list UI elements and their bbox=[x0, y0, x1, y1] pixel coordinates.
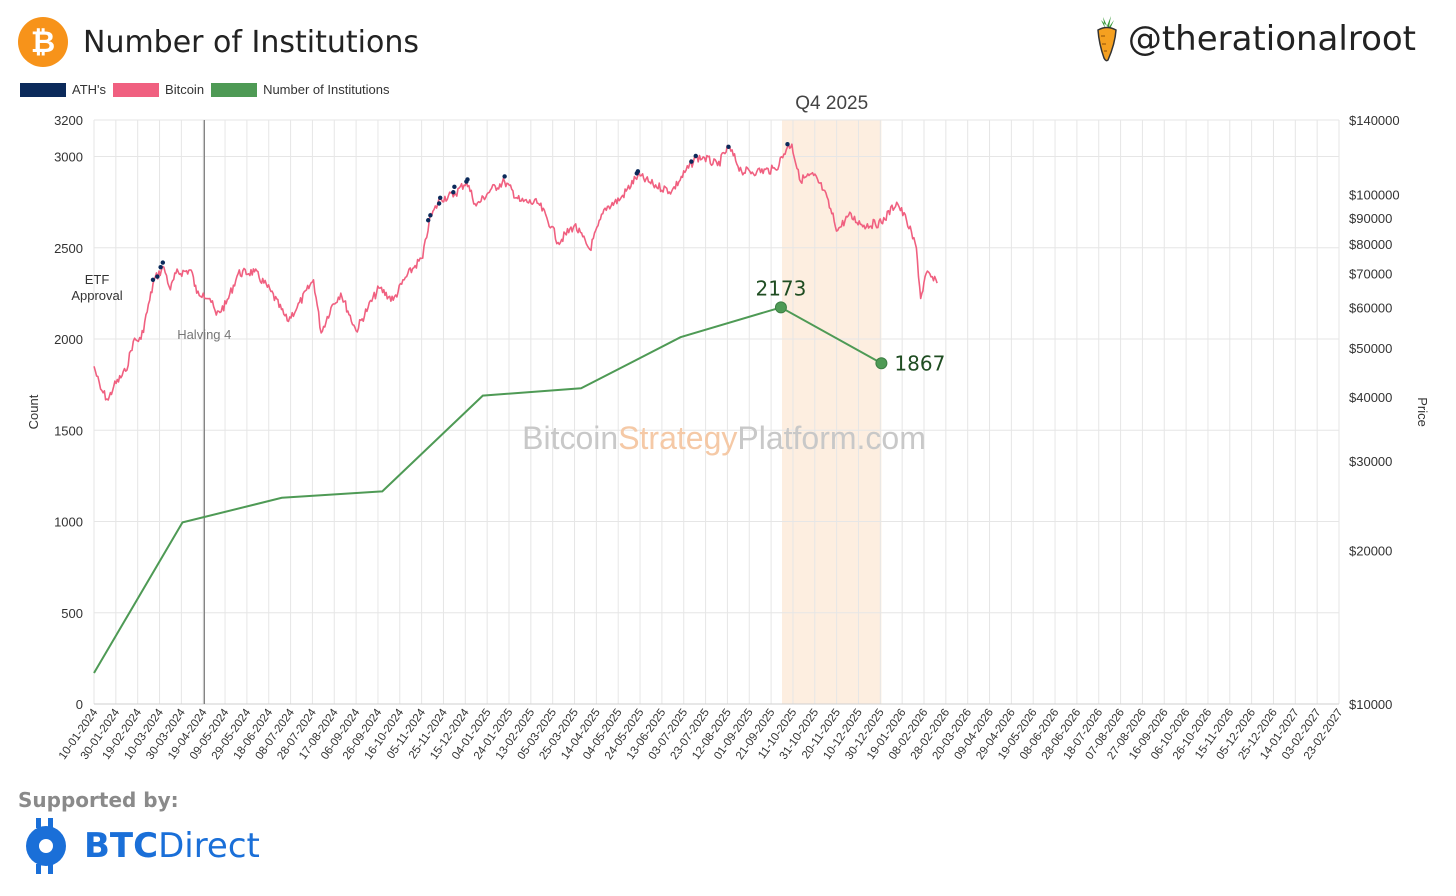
ath-marker bbox=[436, 201, 442, 206]
carrot-icon bbox=[1097, 16, 1117, 62]
y-tick-left: 3200 bbox=[54, 113, 83, 128]
chart-legend: ATH's Bitcoin Number of Institutions bbox=[20, 82, 397, 97]
bitcoin-price-line bbox=[93, 143, 938, 401]
supported-by-label: Supported by: bbox=[18, 788, 179, 812]
ath-marker bbox=[502, 174, 507, 179]
y-tick-right: $100000 bbox=[1349, 187, 1400, 202]
brand-handle: @therationalroot bbox=[1092, 14, 1416, 64]
y-tick-right: $20000 bbox=[1349, 544, 1392, 559]
y-tick-left: 0 bbox=[76, 697, 83, 712]
ath-marker bbox=[150, 277, 156, 283]
y-tick-right: $40000 bbox=[1349, 390, 1392, 405]
y-tick-right: $60000 bbox=[1349, 300, 1392, 315]
ath-marker bbox=[160, 260, 166, 265]
watermark: BitcoinStrategyPlatform.com bbox=[522, 420, 926, 456]
ath-marker bbox=[428, 213, 433, 218]
y-axis-title-right: Price bbox=[1415, 397, 1430, 427]
institutions-last-point bbox=[875, 357, 888, 370]
watermark-part-2: Strategy bbox=[618, 420, 737, 456]
etf-label-line2: Approval bbox=[71, 288, 122, 303]
ath-marker bbox=[635, 169, 641, 174]
institutions-last-label: 1867 bbox=[894, 351, 945, 375]
legend-swatch-institutions bbox=[211, 82, 258, 97]
ath-marker bbox=[158, 264, 163, 270]
legend-swatch-aths bbox=[20, 82, 66, 97]
ath-marker bbox=[726, 144, 731, 150]
page-title: Number of Institutions bbox=[83, 24, 419, 60]
watermark-part-3: Platform.com bbox=[737, 420, 925, 456]
q4-2025-band bbox=[782, 120, 882, 704]
ath-marker bbox=[693, 153, 698, 159]
legend-swatch-bitcoin bbox=[113, 82, 160, 97]
legend-label-institutions: Number of Institutions bbox=[263, 82, 390, 97]
ath-marker bbox=[689, 159, 694, 164]
ath-marker bbox=[452, 184, 457, 190]
y-axis-title-left: Count bbox=[26, 394, 41, 429]
halving-label: Halving 4 bbox=[177, 327, 231, 342]
ath-marker bbox=[425, 218, 431, 223]
bitcoin-logo-icon: ₿ bbox=[18, 17, 68, 67]
y-tick-right: $50000 bbox=[1349, 341, 1392, 356]
institutions-peak-point bbox=[774, 301, 787, 314]
y-tick-left: 1000 bbox=[54, 515, 83, 530]
ath-marker bbox=[437, 195, 443, 201]
y-tick-right: $10000 bbox=[1349, 697, 1392, 712]
sponsor-name: BTCDirect bbox=[84, 826, 260, 866]
institutions-line bbox=[93, 306, 882, 674]
ath-marker bbox=[465, 177, 470, 182]
y-tick-left: 2000 bbox=[54, 332, 83, 347]
ath-marker bbox=[785, 141, 790, 147]
y-tick-right: $30000 bbox=[1349, 454, 1392, 469]
btcdirect-logo-icon bbox=[26, 818, 66, 874]
legend-item-bitcoin[interactable]: Bitcoin bbox=[113, 82, 204, 97]
ath-marker bbox=[155, 274, 160, 279]
sponsor-logo: BTCDirect bbox=[22, 818, 260, 874]
y-tick-left: 500 bbox=[61, 606, 83, 621]
legend-item-institutions[interactable]: Number of Institutions bbox=[211, 82, 390, 97]
y-tick-right: $80000 bbox=[1349, 237, 1392, 252]
legend-label-aths: ATH's bbox=[72, 82, 107, 97]
institutions-peak-label: 2173 bbox=[755, 276, 806, 300]
legend-item-aths[interactable]: ATH's bbox=[20, 82, 106, 97]
y-tick-right: $140000 bbox=[1349, 113, 1400, 128]
etf-label-line1: ETF bbox=[85, 272, 110, 287]
y-tick-right: $70000 bbox=[1349, 266, 1392, 281]
y-tick-left: 2500 bbox=[54, 241, 83, 256]
watermark-part-1: Bitcoin bbox=[522, 420, 618, 456]
y-tick-left: 3000 bbox=[54, 150, 83, 165]
ath-marker bbox=[451, 190, 456, 195]
y-tick-right: $90000 bbox=[1349, 211, 1392, 226]
q4-2025-label: Q4 2025 bbox=[795, 93, 868, 114]
handle-text: @therationalroot bbox=[1127, 19, 1416, 59]
legend-label-bitcoin: Bitcoin bbox=[165, 82, 205, 97]
y-tick-left: 1500 bbox=[54, 423, 83, 438]
header: ₿ Number of Institutions bbox=[18, 14, 419, 70]
